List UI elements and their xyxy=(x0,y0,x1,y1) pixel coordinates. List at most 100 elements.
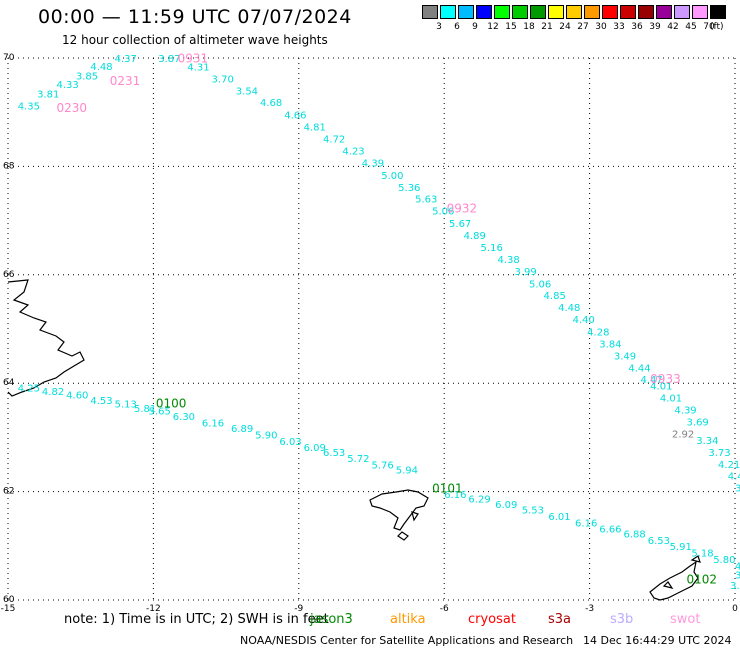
wave-height-value: 3.70 xyxy=(212,74,234,85)
lon-tick-label: -3 xyxy=(585,604,594,614)
lat-tick-label: 62 xyxy=(3,487,14,497)
lat-tick-label: 64 xyxy=(3,378,15,388)
wave-height-value: 5.00 xyxy=(381,171,403,182)
wave-height-value: 3.99 xyxy=(514,267,536,278)
legend-swatch xyxy=(674,5,690,19)
wave-height-value: 3.81 xyxy=(37,90,59,101)
legend-swatch xyxy=(530,5,546,19)
wave-height-value: 2.92 xyxy=(672,429,694,440)
wave-height-value: 5.53 xyxy=(522,505,544,516)
pass-time-label: 0230 xyxy=(56,101,87,115)
legend-swatch xyxy=(584,5,600,19)
satellite-name: swot xyxy=(670,612,701,627)
wave-height-value: 4.89 xyxy=(464,231,486,242)
lon-tick-label: -9 xyxy=(294,604,303,614)
legend-swatch xyxy=(656,5,672,19)
wave-height-value: 4.81 xyxy=(304,123,326,134)
wave-height-value: 6.09 xyxy=(304,443,326,454)
wave-height-value: 5.81 xyxy=(134,404,156,415)
legend-swatch xyxy=(710,5,726,19)
legend-swatch xyxy=(512,5,528,19)
wave-height-value: 3.49 xyxy=(614,351,636,362)
axis-ticks: -15 -12 -9 -6 -3 0 70 68 66 64 62 60 xyxy=(1,53,738,614)
legend-swatch xyxy=(548,5,564,19)
legend-label: 24 xyxy=(559,22,571,32)
wave-height-value: 4.47 xyxy=(640,375,662,386)
wave-height-value: 6.53 xyxy=(323,448,345,459)
wave-height-value: 4.35 xyxy=(18,101,40,112)
wave-height-value: 4.01 xyxy=(650,382,672,393)
legend-label: 15 xyxy=(505,22,517,32)
wave-height-value: 4.21 xyxy=(718,460,740,471)
wave-height-value: 4.48 xyxy=(90,62,112,73)
legend-swatch xyxy=(440,5,456,19)
wave-height-value: 4.82 xyxy=(42,387,64,398)
wave-height-value: 4.40 xyxy=(573,315,595,326)
wave-height-value: 3.73 xyxy=(708,448,730,459)
wave-height-value: 4.60 xyxy=(66,390,88,401)
legend-swatch xyxy=(602,5,618,19)
wave-height-value: 3.0 xyxy=(735,570,740,581)
wave-height-value: 5.91 xyxy=(670,542,692,553)
legend-label: 42 xyxy=(667,22,679,32)
wave-height-value: 4.28 xyxy=(587,328,609,339)
faroe-islands-coastline xyxy=(369,489,429,541)
pass-time-label: 0101 xyxy=(432,482,463,496)
wave-height-value: 3.54 xyxy=(236,86,258,97)
wave-height-value: 5.94 xyxy=(396,466,418,477)
credit-line: NOAA/NESDIS Center for Satellite Applica… xyxy=(240,634,574,647)
wave-height-value: 4.39 xyxy=(362,158,384,169)
wave-height-value: 5.67 xyxy=(449,219,471,230)
pass-time-label: 0102 xyxy=(687,573,718,587)
wave-height-value: 5.06 xyxy=(529,279,551,290)
legend-label: 70 xyxy=(703,22,715,32)
run-timestamp: 14 Dec 16:44:29 UTC 2024 xyxy=(583,634,732,647)
lat-tick-label: 66 xyxy=(3,270,15,280)
wave-height-value: 3.33 xyxy=(730,581,740,592)
lat-tick-label: 70 xyxy=(3,53,15,63)
wave-height-value: 4.39 xyxy=(674,406,696,417)
map-subtitle: 12 hour collection of altimeter wave hei… xyxy=(62,33,328,47)
wave-height-value: 6.66 xyxy=(599,524,621,535)
wave-height-value: 4.68 xyxy=(260,98,282,109)
wave-height-value: 3.84 xyxy=(599,339,621,350)
coastlines xyxy=(7,279,701,601)
wave-height-value: 5.63 xyxy=(415,195,437,206)
shetland-islands-coastline xyxy=(649,555,701,601)
wave-height-value: 6.03 xyxy=(279,437,301,448)
legend-label: 27 xyxy=(577,22,589,32)
legend-swatch xyxy=(638,5,654,19)
wave-height-value: 4.44 xyxy=(628,363,650,374)
map-title: 00:00 — 11:59 UTC 07/07/2024 xyxy=(38,6,352,28)
legend-label: 30 xyxy=(595,22,607,32)
legend-swatch xyxy=(620,5,636,19)
wave-height-value: 4.4 xyxy=(728,472,740,483)
wave-height-value: 5.13 xyxy=(115,400,137,411)
lon-tick-label: -15 xyxy=(1,604,16,614)
wave-height-value: 5.80 xyxy=(713,555,735,566)
wave-height-value: 6.09 xyxy=(495,500,517,511)
satellite-name: jason3 xyxy=(310,612,353,627)
legend-unit: (ft) xyxy=(710,22,724,32)
pass-time-label: 0932 xyxy=(447,201,478,215)
wave-height-value: 4.66 xyxy=(284,111,306,122)
wave-height-value: 4.95 xyxy=(735,562,740,573)
wave-height-value: 4.01 xyxy=(660,394,682,405)
satellite-name: s3b xyxy=(610,612,634,627)
wave-height-value: 4.48 xyxy=(558,303,580,314)
satellite-name: altika xyxy=(390,612,426,627)
wave-height-value: 6.53 xyxy=(648,536,670,547)
wave-height-value: 4.25 xyxy=(18,383,40,394)
wave-height-value: 5.90 xyxy=(255,430,277,441)
wave-height-value: 3.69 xyxy=(687,417,709,428)
pass-time-label: 0231 xyxy=(110,74,141,88)
footnote: note: 1) Time is in UTC; 2) SWH is in fe… xyxy=(64,612,329,627)
pass-time-label: 0933 xyxy=(650,372,681,386)
wave-height-value: 5.16 xyxy=(481,243,503,254)
wave-height-value: 5.18 xyxy=(691,549,713,560)
lon-tick-label: -12 xyxy=(146,604,161,614)
legend-swatch xyxy=(692,5,708,19)
wave-height-value: 5.76 xyxy=(372,460,394,471)
wave-height-value: 5.65 xyxy=(149,407,171,418)
